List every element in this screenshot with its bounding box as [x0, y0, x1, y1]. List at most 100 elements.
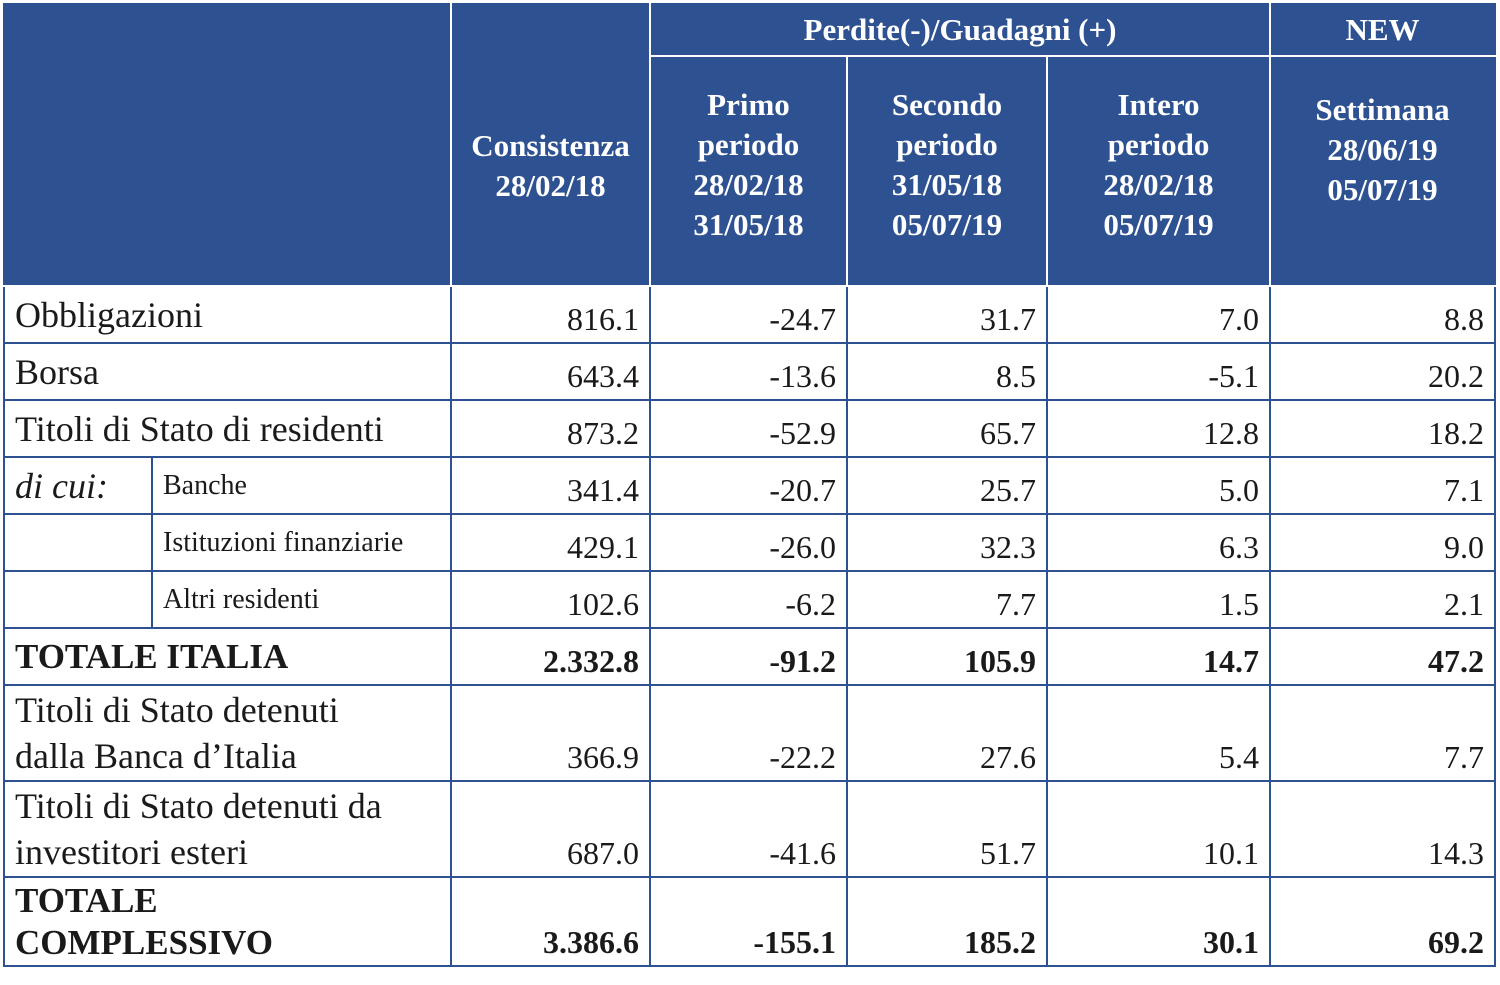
cell-secondo: 31.7 [846, 285, 1048, 344]
data-table: Consistenza 28/02/18 Perdite(-)/Guadagni… [3, 3, 1497, 967]
header-primo-periodo: Primo periodo 28/02/18 31/05/18 [649, 55, 848, 287]
cell-consistenza: 3.386.6 [450, 876, 651, 967]
row-label-line1: Titoli di Stato detenuti da [15, 786, 382, 826]
header-intero-line2: periodo [1107, 127, 1210, 162]
header-settimana: Settimana 28/06/19 05/07/19 [1269, 55, 1497, 287]
row-label-total-italia: TOTALE ITALIA [3, 627, 452, 686]
header-secondo-periodo: Secondo periodo 31/05/18 05/07/19 [846, 55, 1048, 287]
header-consistenza-line1: Consistenza [471, 128, 630, 163]
row-label: Titoli di Stato di residenti [3, 399, 452, 458]
header-primo-line2: periodo [697, 127, 800, 162]
row-label-line1: TOTALE [15, 880, 158, 920]
cell-secondo: 185.2 [846, 876, 1048, 967]
cell-primo: -20.7 [649, 456, 848, 515]
header-secondo-line1: Secondo [891, 87, 1003, 122]
cell-secondo: 65.7 [846, 399, 1048, 458]
cell-settimana: 7.7 [1269, 684, 1497, 782]
header-intero-line1: Intero [1117, 87, 1200, 122]
cell-intero: 5.4 [1045, 684, 1272, 782]
cell-primo: -24.7 [649, 285, 848, 344]
row-label: Titoli di Stato detenuti dalla Banca d’I… [3, 684, 452, 782]
table-row-total: TOTALE COMPLESSIVO 3.386.6 -155.1 185.2 … [3, 876, 1497, 967]
cell-settimana: 8.8 [1269, 285, 1497, 344]
cell-intero: 10.1 [1045, 780, 1272, 878]
header-intero-line3: 28/02/18 [1103, 167, 1214, 202]
cell-primo: -91.2 [649, 627, 848, 686]
cell-consistenza: 341.4 [450, 456, 651, 515]
cell-secondo: 32.3 [846, 513, 1048, 572]
header-settimana-line3: 05/07/19 [1327, 172, 1438, 207]
header-group-perdite-guadagni: Perdite(-)/Guadagni (+) [648, 3, 1272, 57]
header-settimana-line1: Settimana [1315, 92, 1450, 127]
cell-settimana: 69.2 [1269, 876, 1497, 967]
cell-primo: -13.6 [649, 342, 848, 401]
cell-consistenza: 2.332.8 [450, 627, 651, 686]
header-intero-periodo: Intero periodo 28/02/18 05/07/19 [1045, 55, 1272, 287]
header-corner-cell [3, 3, 452, 287]
header-secondo-line4: 05/07/19 [891, 207, 1003, 242]
table-row: Titoli di Stato di residenti 873.2 -52.9… [3, 399, 1497, 458]
table-row: Titoli di Stato detenuti dalla Banca d’I… [3, 684, 1497, 782]
cell-secondo: 105.9 [846, 627, 1048, 686]
row-label-line2: COMPLESSIVO [15, 922, 273, 962]
cell-settimana: 14.3 [1269, 780, 1497, 878]
table-row: Istituzioni finanziarie 429.1 -26.0 32.3… [3, 513, 1497, 572]
table-row-total: TOTALE ITALIA 2.332.8 -91.2 105.9 14.7 4… [3, 627, 1497, 686]
row-sublabel: Banche [151, 456, 452, 515]
header-primo-line3: 28/02/18 [693, 167, 804, 202]
cell-consistenza: 429.1 [450, 513, 651, 572]
row-sublabel: Istituzioni finanziarie [151, 513, 452, 572]
header-secondo-line2: periodo [896, 127, 998, 162]
cell-primo: -52.9 [649, 399, 848, 458]
header-consistenza: Consistenza 28/02/18 [450, 3, 651, 287]
cell-intero: 30.1 [1045, 876, 1272, 967]
header-intero-line4: 05/07/19 [1103, 207, 1214, 242]
cell-consistenza: 643.4 [450, 342, 651, 401]
header-consistenza-line2: 28/02/18 [495, 168, 606, 203]
cell-consistenza: 102.6 [450, 570, 651, 629]
row-label-line1: Titoli di Stato detenuti [15, 690, 339, 730]
cell-intero: 7.0 [1045, 285, 1272, 344]
cell-settimana: 9.0 [1269, 513, 1497, 572]
cell-primo: -22.2 [649, 684, 848, 782]
cell-secondo: 8.5 [846, 342, 1048, 401]
table-row: di cui: Banche 341.4 -20.7 25.7 5.0 7.1 [3, 456, 1497, 515]
cell-intero: -5.1 [1045, 342, 1272, 401]
row-label: Borsa [3, 342, 452, 401]
cell-intero: 6.3 [1045, 513, 1272, 572]
header-primo-line1: Primo [707, 87, 790, 122]
row-prefix-empty [3, 513, 153, 572]
cell-settimana: 47.2 [1269, 627, 1497, 686]
cell-settimana: 20.2 [1269, 342, 1497, 401]
cell-consistenza: 687.0 [450, 780, 651, 878]
header-secondo-line3: 31/05/18 [891, 167, 1003, 202]
cell-intero: 14.7 [1045, 627, 1272, 686]
table-row: Obbligazioni 816.1 -24.7 31.7 7.0 8.8 [3, 285, 1497, 344]
row-label-line2: dalla Banca d’Italia [15, 736, 297, 776]
row-label-total-complessivo: TOTALE COMPLESSIVO [3, 876, 452, 967]
cell-consistenza: 366.9 [450, 684, 651, 782]
row-label: Titoli di Stato detenuti da investitori … [3, 780, 452, 878]
cell-settimana: 2.1 [1269, 570, 1497, 629]
table-row: Altri residenti 102.6 -6.2 7.7 1.5 2.1 [3, 570, 1497, 629]
table-row: Titoli di Stato detenuti da investitori … [3, 780, 1497, 878]
cell-intero: 12.8 [1045, 399, 1272, 458]
cell-primo: -41.6 [649, 780, 848, 878]
row-prefix-empty [3, 570, 153, 629]
cell-primo: -6.2 [649, 570, 848, 629]
cell-secondo: 25.7 [846, 456, 1048, 515]
row-label-line2: investitori esteri [15, 832, 248, 872]
cell-intero: 1.5 [1045, 570, 1272, 629]
cell-primo: -155.1 [649, 876, 848, 967]
header-settimana-line2: 28/06/19 [1327, 132, 1438, 167]
cell-intero: 5.0 [1045, 456, 1272, 515]
cell-settimana: 18.2 [1269, 399, 1497, 458]
row-sublabel: Altri residenti [151, 570, 452, 629]
table-row: Borsa 643.4 -13.6 8.5 -5.1 20.2 [3, 342, 1497, 401]
cell-secondo: 27.6 [846, 684, 1048, 782]
cell-settimana: 7.1 [1269, 456, 1497, 515]
header-new: NEW [1269, 3, 1497, 57]
row-label: Obbligazioni [3, 285, 452, 344]
cell-primo: -26.0 [649, 513, 848, 572]
cell-secondo: 51.7 [846, 780, 1048, 878]
